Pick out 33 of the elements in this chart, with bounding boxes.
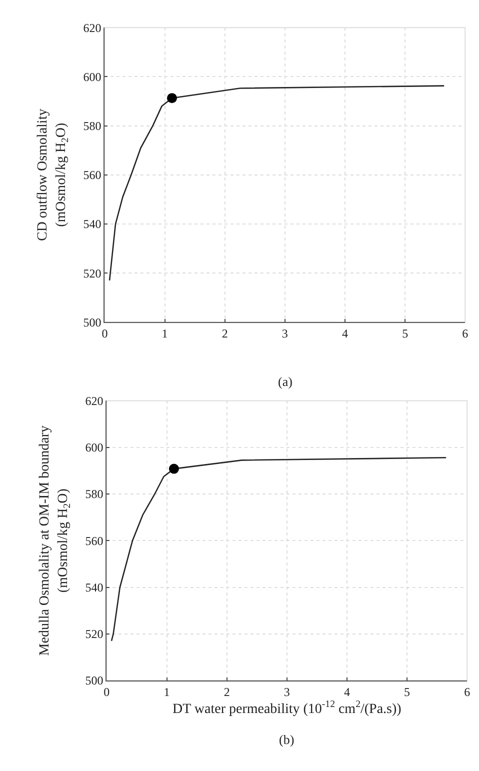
y-tick-label: 520 (83, 266, 102, 280)
y-tick-label: 560 (85, 534, 104, 548)
x-tick-label: 5 (402, 326, 408, 341)
y-tick-label: 620 (83, 20, 102, 35)
x-axis-title: DT water permeability (10$^{-12}$ cm$^{2}$/(Pa.s)) (172, 698, 402, 717)
text: (b) (279, 732, 294, 747)
y-tick-label: 500 (83, 315, 102, 330)
y-tick-label: 560 (83, 168, 102, 182)
y-tick-label: 620 (85, 394, 104, 408)
y-tick-label: 520 (85, 627, 104, 642)
x-tick-label: 4 (344, 684, 350, 699)
line-series (110, 456, 447, 642)
x-tick-label: 0 (104, 684, 110, 699)
y-tick-label: 580 (83, 119, 102, 133)
x-tick-label: 6 (462, 326, 468, 341)
x-tick-label: 1 (164, 684, 170, 699)
y-tick-label: 600 (83, 70, 102, 84)
x-tick-label: 3 (282, 326, 288, 341)
line-series (108, 85, 445, 282)
text: (a) (278, 374, 292, 389)
x-tick-label: 3 (284, 684, 290, 699)
x-tick-label: 2 (222, 326, 228, 341)
x-tick-label: 1 (162, 326, 168, 341)
x-tick-label: 2 (224, 684, 230, 699)
y-tick-label: 500 (85, 674, 104, 688)
y-tick-label: 540 (85, 580, 104, 594)
y-tick-label: 600 (85, 440, 104, 455)
x-tick-label: 0 (102, 326, 108, 341)
x-tick-label: 4 (342, 326, 348, 341)
y-tick-label: 580 (85, 487, 104, 502)
y-tick-label: 540 (83, 217, 102, 232)
x-tick-label: 5 (404, 684, 410, 699)
x-tick-label: 6 (464, 684, 470, 699)
